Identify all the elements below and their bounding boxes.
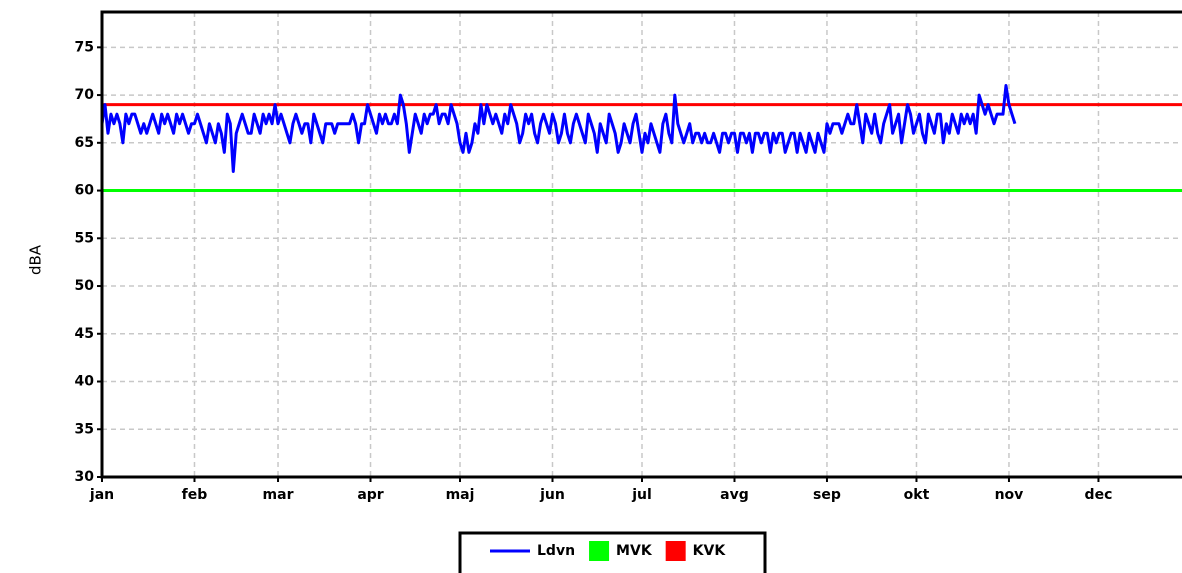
plot-frame	[100, 10, 1182, 479]
y-tick-label: 30	[75, 469, 95, 485]
y-tick-label: 65	[75, 135, 94, 151]
legend-label: MVK	[616, 543, 653, 559]
y-tick-label: 50	[75, 278, 95, 294]
legend-label: Ldvn	[537, 543, 575, 559]
grid	[101, 12, 1182, 478]
y-tick-label: 60	[75, 183, 95, 199]
plot	[100, 84, 1182, 193]
legend-swatch	[589, 541, 610, 561]
x-tick-label: avg	[720, 487, 749, 503]
x-tick-label: maj	[446, 487, 475, 503]
y-tick-label: 70	[75, 87, 95, 103]
x-tick-label: sep	[813, 487, 841, 503]
x-tick-label: jan	[89, 487, 114, 503]
y-tick-label: 45	[75, 326, 94, 342]
legend-swatch	[665, 541, 686, 561]
x-tick-label: nov	[995, 487, 1024, 503]
axes: 30 35 40 45 50 55 60 65 70 75 jan feb mar apr maj jun ju…	[75, 39, 1113, 503]
legend	[458, 531, 767, 573]
y-tick-label: 55	[75, 230, 94, 246]
y-axis-label: dBA	[27, 244, 45, 275]
x-tick-label: dec	[1085, 487, 1113, 503]
x-tick-label: jul	[631, 487, 652, 503]
y-tick-label: 35	[75, 421, 94, 437]
legend-label: KVK	[693, 543, 727, 559]
x-tick-label: jun	[539, 487, 565, 503]
data-line	[100, 84, 1017, 173]
x-tick-label: mar	[263, 487, 294, 503]
x-tick-label: apr	[357, 487, 383, 503]
x-tick-label: feb	[182, 487, 208, 503]
legend-items: Ldvn MVK KVK	[490, 541, 726, 561]
x-tick-label: okt	[904, 487, 930, 503]
y-tick-label: 75	[75, 39, 94, 55]
y-tick-label: 40	[75, 374, 95, 390]
